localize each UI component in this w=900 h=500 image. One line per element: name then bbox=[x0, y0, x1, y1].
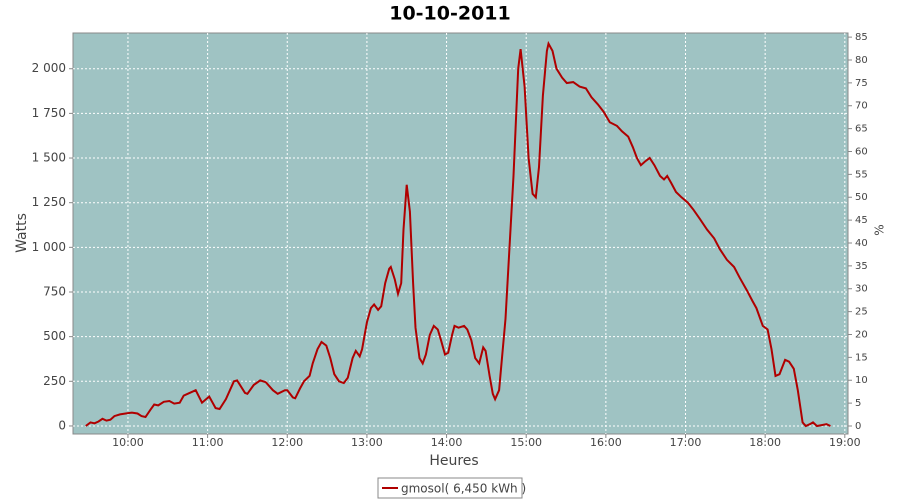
series-line bbox=[85, 40, 831, 428]
y2-tick-label: 55 bbox=[855, 169, 868, 180]
x-tick-label: 14:00 bbox=[431, 436, 463, 449]
y-tick-label: 1 500 bbox=[32, 151, 66, 165]
y-tick-label: 1 000 bbox=[32, 240, 66, 254]
y-tick-label: 500 bbox=[43, 329, 66, 343]
y2-tick-label: 25 bbox=[855, 307, 868, 318]
x-tick-label: 16:00 bbox=[590, 436, 622, 449]
y2-tick-label: 70 bbox=[855, 101, 868, 112]
y2-tick-label: 15 bbox=[855, 352, 868, 363]
y2-tick-label: 80 bbox=[855, 55, 868, 66]
y2-tick-label: 10 bbox=[855, 375, 868, 386]
x-tick-label: 11:00 bbox=[192, 436, 224, 449]
y2-tick-label: 0 bbox=[855, 421, 861, 432]
x-axis-label: Heures bbox=[429, 453, 478, 469]
y2-tick-label: 65 bbox=[855, 124, 868, 135]
y-axis-label: Watts bbox=[14, 213, 30, 253]
y2-axis-label: % bbox=[873, 224, 887, 235]
y2-tick-label: 5 bbox=[855, 398, 861, 409]
legend-label: gmosol( 6,450 kWh ) bbox=[401, 482, 526, 496]
x-tick-label: 10:00 bbox=[112, 436, 144, 449]
y2-tick-label: 45 bbox=[855, 215, 868, 226]
y2-tick-label: 85 bbox=[855, 32, 868, 43]
x-tick-label: 17:00 bbox=[670, 436, 702, 449]
y2-tick-label: 60 bbox=[855, 146, 868, 157]
x-tick-label: 12:00 bbox=[271, 436, 303, 449]
y-tick-label: 1 750 bbox=[32, 106, 66, 120]
y2-tick-label: 30 bbox=[855, 284, 868, 295]
y2-tick-label: 20 bbox=[855, 329, 868, 340]
x-tick-label: 18:00 bbox=[749, 436, 781, 449]
legend bbox=[377, 477, 523, 499]
plot-area bbox=[72, 32, 849, 435]
y2-tick-label: 40 bbox=[855, 238, 868, 249]
x-tick-label: 19:00 bbox=[829, 436, 861, 449]
y-tick-label: 750 bbox=[43, 284, 66, 298]
y2-tick-label: 50 bbox=[855, 192, 868, 203]
y2-tick-label: 35 bbox=[855, 261, 868, 272]
y-tick-label: 0 bbox=[58, 418, 66, 432]
y-tick-label: 1 250 bbox=[32, 195, 66, 209]
x-tick-label: 15:00 bbox=[510, 436, 542, 449]
y-tick-label: 2 000 bbox=[32, 61, 66, 75]
y-tick-label: 250 bbox=[43, 374, 66, 388]
x-tick-label: 13:00 bbox=[351, 436, 383, 449]
chart-title: 10-10-2011 bbox=[389, 3, 511, 25]
y2-tick-label: 75 bbox=[855, 78, 868, 89]
